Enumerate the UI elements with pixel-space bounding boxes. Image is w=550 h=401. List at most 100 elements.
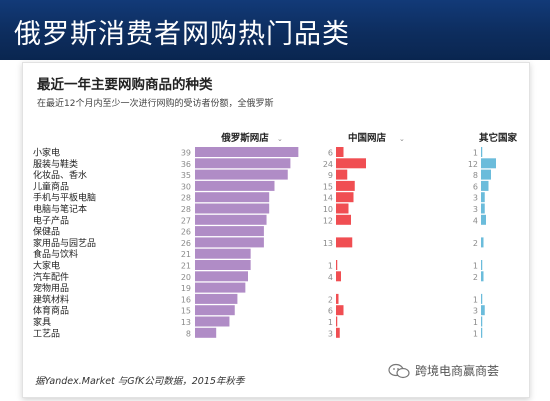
value-label: 16	[181, 295, 191, 304]
value-label: 20	[181, 273, 191, 282]
value-label: 2	[328, 295, 333, 304]
bar	[195, 237, 264, 248]
bar	[336, 260, 338, 270]
value-label: 12	[323, 216, 333, 225]
value-label: 9	[328, 171, 333, 180]
sort-marker: ⌄	[399, 135, 405, 143]
bar	[481, 237, 484, 248]
bar	[481, 192, 485, 203]
title-banner: 俄罗斯消费者网购热门品类	[0, 0, 550, 60]
value-label: 1	[328, 262, 333, 271]
category-label: 家具	[33, 316, 51, 328]
value-label: 2	[473, 239, 478, 248]
bar	[336, 203, 349, 214]
bar	[336, 271, 341, 282]
value-label: 30	[181, 182, 191, 191]
value-label: 27	[181, 216, 191, 225]
value-label: 15	[323, 182, 333, 191]
category-label: 建筑材料	[33, 293, 69, 305]
value-label: 8	[186, 329, 191, 338]
bar	[195, 248, 251, 259]
value-label: 1	[473, 318, 478, 327]
bar	[195, 147, 299, 157]
value-label: 13	[323, 239, 333, 248]
value-label: 13	[181, 318, 191, 327]
bar	[336, 237, 353, 248]
bar	[336, 305, 344, 316]
watermark-text: 跨境电商赢商荟	[415, 364, 500, 378]
series-header: 中国网店	[348, 132, 387, 144]
category-label: 食品与饮料	[33, 248, 78, 260]
bar	[195, 169, 288, 180]
value-label: 28	[181, 194, 191, 203]
bar	[195, 327, 217, 338]
value-label: 21	[181, 250, 191, 259]
bar	[336, 327, 340, 338]
value-label: 24	[323, 160, 333, 169]
source-note: 据Yandex.Market 与GfK公司数据，2015年秋季	[35, 376, 245, 387]
series-header: 俄罗斯网店	[220, 132, 269, 144]
bar	[481, 158, 496, 169]
value-label: 26	[181, 228, 191, 237]
bar	[195, 226, 264, 237]
bar	[336, 316, 338, 327]
value-label: 10	[323, 205, 333, 214]
watermark: 跨境电商赢商荟	[388, 362, 499, 379]
chart-panel: 最近一年主要网购商品的种类 在最近12个月内至少一次进行网购的受访者份额，全俄罗…	[22, 62, 530, 398]
bar	[336, 180, 355, 191]
value-label: 21	[181, 262, 191, 271]
bar	[481, 147, 483, 157]
value-label: 12	[468, 160, 478, 169]
category-label: 工艺品	[33, 328, 60, 339]
page-title: 俄罗斯消费者网购热门品类	[14, 19, 350, 50]
bar	[481, 271, 484, 282]
series-header: 其它国家	[479, 132, 518, 144]
chart-subtitle: 在最近12个月内至少一次进行网购的受访者份额，全俄罗斯	[37, 99, 274, 109]
value-label: 1	[473, 262, 478, 271]
value-label: 8	[473, 171, 478, 180]
bar	[195, 316, 230, 327]
value-label: 3	[473, 194, 478, 203]
category-label: 化妆品、香水	[33, 169, 87, 181]
bar	[195, 158, 291, 169]
bar	[481, 316, 483, 327]
value-label: 28	[181, 205, 191, 214]
bar	[481, 214, 486, 225]
value-label: 14	[323, 194, 333, 203]
bar	[481, 169, 491, 180]
category-label: 电脑与笔记本	[33, 203, 87, 215]
bar	[481, 203, 485, 214]
value-label: 19	[181, 284, 191, 293]
value-label: 3	[328, 329, 333, 338]
category-label: 宠物用品	[33, 282, 69, 294]
bar	[336, 192, 354, 203]
value-label: 6	[473, 182, 478, 191]
bar	[336, 147, 344, 157]
value-label: 6	[328, 307, 333, 316]
category-label: 大家电	[33, 260, 60, 272]
value-label: 15	[181, 307, 191, 316]
value-label: 2	[473, 273, 478, 282]
chart-title: 最近一年主要网购商品的种类	[37, 77, 213, 93]
bar	[481, 305, 485, 316]
bar	[481, 260, 483, 270]
bar-chart: 俄罗斯网店⌄中国网店⌄其它国家⌄小家电服装与鞋类化妆品、香水儿童商品手机与平板电…	[33, 132, 518, 339]
value-label: 3	[473, 205, 478, 214]
bar	[336, 293, 339, 304]
bar	[195, 180, 275, 191]
wechat-icon	[388, 363, 410, 378]
category-label: 汽车配件	[33, 271, 69, 283]
category-label: 家用品与园艺品	[33, 237, 96, 249]
bar	[195, 305, 235, 316]
bar	[195, 214, 267, 225]
value-label: 26	[181, 239, 191, 248]
bar	[336, 214, 351, 225]
value-label: 39	[181, 149, 191, 158]
bar	[481, 180, 489, 191]
category-label: 体育商品	[33, 305, 69, 317]
bar	[195, 282, 246, 293]
bar	[481, 293, 483, 304]
bar	[336, 158, 366, 169]
category-label: 手机与平板电脑	[33, 192, 96, 204]
bar	[195, 271, 248, 282]
